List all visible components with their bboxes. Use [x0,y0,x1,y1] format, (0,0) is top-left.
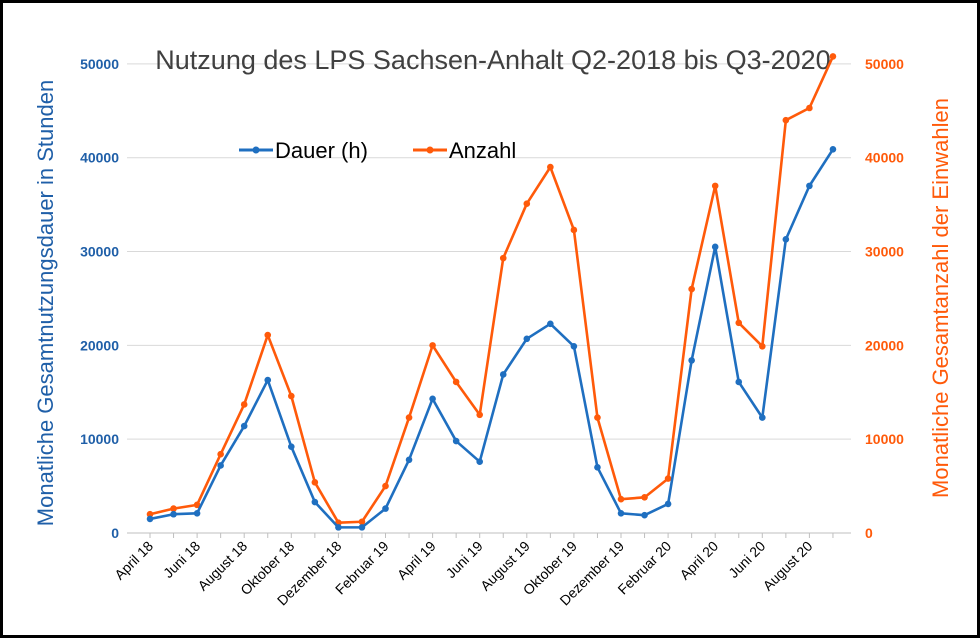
data-point [664,500,672,508]
data-point [429,342,436,349]
y-tick-label-left: 40000 [80,150,119,166]
x-tick-label: April 19 [394,538,439,583]
data-point [452,378,460,386]
data-point [688,357,695,364]
data-point [193,501,201,509]
data-point [570,343,578,350]
y-tick-label-left: 20000 [80,337,119,353]
data-point [358,518,366,526]
data-point [264,331,272,339]
line-chart: Nutzung des LPS Sachsen-Anhalt Q2-2018 b… [33,45,953,609]
data-point [617,509,625,517]
data-point [782,236,790,243]
data-point [499,371,507,378]
data-point [759,343,766,350]
y-tick-label-right: 0 [865,525,873,541]
data-point [664,475,672,482]
data-point [217,462,224,469]
data-point [735,319,743,327]
y-tick-label-left: 30000 [80,244,119,260]
y-axis-ticks-right: 0 10000 20000 30000 40000 50000 [865,56,904,541]
legend-label-dauer: Dauer (h) [275,138,368,163]
legend-label-anzahl: Anzahl [449,138,516,163]
data-point [829,145,837,153]
data-point [641,511,648,519]
data-point [382,482,389,490]
data-point [711,243,719,251]
x-tick-label: April 18 [111,538,156,583]
x-tick-label: Juni 20 [725,538,768,581]
series-line [149,55,835,524]
legend-marker-anzahl [426,146,434,154]
y-axis-label-right: Monatliche Gesamtanzahl der Einwahlen [928,98,953,498]
legend: Dauer (h) Anzahl [239,138,516,163]
data-point [358,524,366,531]
data-point [335,524,342,531]
y-tick-label-right: 20000 [865,337,904,353]
data-point [288,392,295,400]
data-point [146,515,154,523]
y-tick-label-left: 0 [111,525,119,541]
data-point [240,422,248,430]
y-axis-label-left: Monatliche Gesamtnutzungsdauer in Stunde… [33,80,58,526]
y-tick-label-right: 30000 [865,244,904,260]
data-point [170,510,177,518]
data-point [405,414,413,421]
data-point [476,458,484,465]
data-point [288,443,295,450]
data-point [523,200,531,207]
data-point [617,495,625,503]
gridlines [127,63,851,534]
data-point [311,479,319,486]
data-point [382,505,389,512]
data-point [829,53,837,60]
data-point [240,401,248,408]
y-tick-label-right: 10000 [865,431,904,447]
data-point [806,104,813,112]
data-point [429,395,436,403]
x-tick-label: April 20 [676,538,721,583]
y-tick-label-left: 10000 [80,431,119,447]
y-axis-ticks-left: 0 10000 20000 30000 40000 50000 [80,56,119,541]
data-point [594,464,601,471]
legend-item-anzahl: Anzahl [413,138,516,163]
data-point [641,494,648,501]
series-line [149,148,835,529]
x-tick-label: August 20 [760,538,816,594]
data-point [735,378,743,386]
data-point [688,285,695,293]
data-point [523,335,531,343]
chart-title: Nutzung des LPS Sachsen-Anhalt Q2-2018 b… [155,45,830,75]
data-point [146,510,154,518]
legend-item-dauer: Dauer (h) [239,138,368,163]
data-point [476,411,484,419]
y-tick-label-right: 40000 [865,150,904,166]
series-layer [146,53,837,531]
data-point [170,505,177,512]
series-dauer [146,145,837,531]
x-tick-label: Juni 19 [443,538,486,581]
y-tick-label-right: 50000 [865,56,904,72]
data-point [193,509,201,517]
data-point [594,414,601,421]
data-point [311,498,319,506]
data-point [711,182,719,190]
data-point [547,163,554,171]
data-point [499,254,507,262]
legend-marker-dauer [252,146,260,154]
x-tick-label: Juni 18 [160,538,203,581]
data-point [782,116,790,124]
data-point [806,182,813,190]
series-anzahl [146,53,837,526]
data-point [547,320,554,328]
data-point [405,456,413,464]
data-point [264,376,272,384]
data-point [452,437,460,445]
data-point [217,450,224,458]
y-tick-label-left: 50000 [80,56,119,72]
data-point [570,226,578,234]
data-point [759,414,766,421]
